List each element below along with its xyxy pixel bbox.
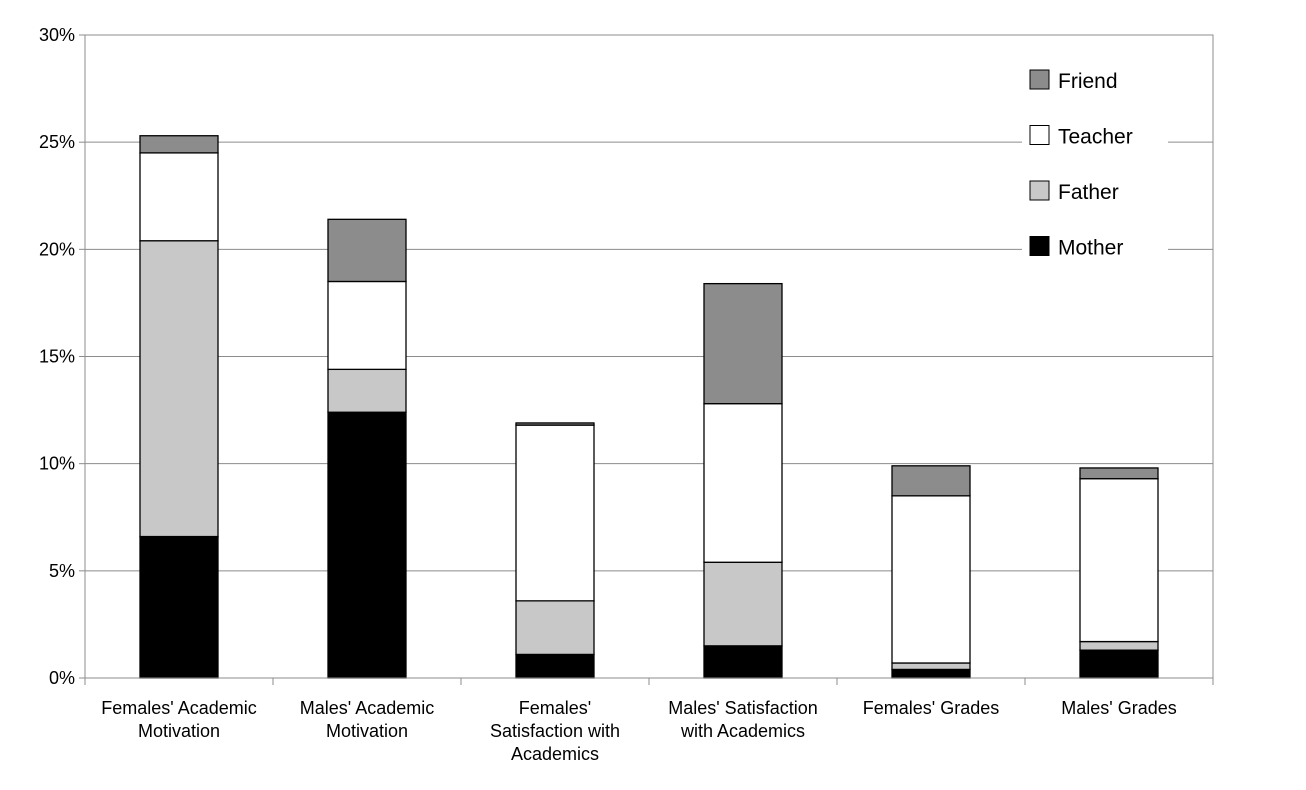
- x-category-label-line: Females': [519, 698, 591, 718]
- bar-mother-2: [515, 653, 595, 679]
- x-category-label-3: Males' Satisfaction with Academics: [668, 698, 818, 741]
- x-category-label-line: Females' Grades: [863, 698, 1000, 718]
- legend-swatch-mother: [1029, 236, 1050, 256]
- legend-label-father: Father: [1058, 181, 1119, 204]
- bar-teacher-4: [891, 495, 971, 664]
- x-category-label-line: Males' Grades: [1061, 698, 1176, 718]
- y-tick-label-10: 10%: [39, 454, 75, 474]
- legend-swatch-teacher: [1029, 125, 1050, 145]
- bar-mother-3: [703, 645, 783, 679]
- x-category-label-2: Females' Satisfaction with Academics: [490, 698, 620, 764]
- bar-father-4: [891, 662, 971, 671]
- y-tick-label-25: 25%: [39, 132, 75, 152]
- x-category-label-line: Males' Satisfaction: [668, 698, 818, 718]
- bar-father-2: [515, 600, 595, 656]
- bar-friend-1: [327, 218, 407, 283]
- x-category-label-0: Females' Academic Motivation: [101, 698, 257, 741]
- bar-teacher-1: [327, 280, 407, 371]
- bar-father-3: [703, 561, 783, 647]
- y-tick-label-5: 5%: [49, 561, 75, 581]
- x-category-label-line: Motivation: [326, 721, 408, 741]
- bar-teacher-3: [703, 403, 783, 563]
- y-tick-label-20: 20%: [39, 239, 75, 259]
- x-category-label-line: Satisfaction with: [490, 721, 620, 741]
- bar-father-0: [139, 240, 219, 538]
- bar-mother-0: [139, 535, 219, 679]
- bar-teacher-0: [139, 152, 219, 242]
- y-tick-label-30: 30%: [39, 25, 75, 45]
- bar-father-5: [1079, 640, 1159, 651]
- y-tick-label-15: 15%: [39, 347, 75, 367]
- x-category-label-line: Females' Academic: [101, 698, 257, 718]
- legend-swatch-friend: [1029, 69, 1050, 90]
- x-category-label-line: Academics: [511, 744, 599, 764]
- x-category-label-1: Males' Academic Motivation: [300, 698, 435, 741]
- legend: Friend Teacher Father Mother: [1022, 64, 1168, 262]
- bar-teacher-5: [1079, 478, 1159, 643]
- y-tick-label-0: 0%: [49, 668, 75, 688]
- legend-label-teacher: Teacher: [1058, 126, 1133, 149]
- bar-friend-4: [891, 465, 971, 497]
- bars: [139, 135, 1159, 679]
- x-category-label-4: Females' Grades: [863, 698, 1000, 718]
- legend-label-friend: Friend: [1058, 70, 1118, 93]
- x-category-label-5: Males' Grades: [1061, 698, 1176, 718]
- gridlines: [85, 141, 1213, 572]
- bar-mother-4: [891, 668, 971, 679]
- bar-friend-5: [1079, 467, 1159, 480]
- axes: [79, 34, 1214, 685]
- bar-mother-1: [327, 411, 407, 679]
- x-category-label-line: Motivation: [138, 721, 220, 741]
- legend-swatch-father: [1029, 180, 1050, 201]
- bar-friend-3: [703, 282, 783, 405]
- x-category-label-line: with Academics: [680, 721, 805, 741]
- y-axis-tick-labels: 0% 5% 10% 15% 20% 25% 30%: [39, 25, 75, 688]
- legend-label-mother: Mother: [1058, 237, 1123, 260]
- x-category-label-line: Males' Academic: [300, 698, 435, 718]
- bar-friend-2: [515, 422, 595, 426]
- bar-teacher-2: [515, 424, 595, 602]
- bar-mother-5: [1079, 649, 1159, 679]
- bar-father-1: [327, 368, 407, 413]
- bar-friend-0: [139, 135, 219, 154]
